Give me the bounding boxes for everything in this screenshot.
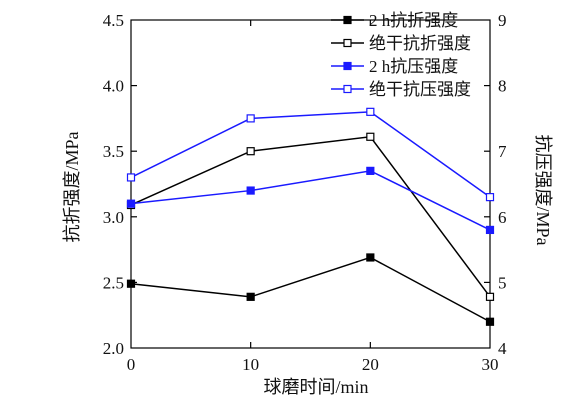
- y-left-tick-label: 4.0: [103, 77, 124, 96]
- series-4-point: [485, 193, 495, 202]
- x-tick-label: 20: [362, 355, 379, 374]
- legend-label-4: 绝干抗压强度: [369, 80, 471, 99]
- y-left-tick-label: 2.5: [103, 273, 124, 292]
- x-tick-label: 0: [127, 355, 136, 374]
- y-left-tick-label: 3.5: [103, 142, 124, 161]
- x-tick-label: 10: [242, 355, 259, 374]
- series-2-point: [485, 292, 495, 301]
- y-right-tick-label: 8: [498, 77, 507, 96]
- series-3-point: [126, 199, 136, 208]
- series-1-point: [485, 317, 495, 326]
- series-line-2: [130, 135, 491, 298]
- x-axis-title: 球磨时间/min: [263, 377, 368, 397]
- series-layer: [126, 107, 495, 326]
- series-4-point: [126, 173, 136, 182]
- legend-marker-1: [343, 15, 352, 25]
- legend-label-2: 绝干抗折强度: [369, 34, 471, 53]
- y-axis-left-title: 抗折强度/MPa: [62, 131, 82, 242]
- y-left-tick-label: 3.0: [103, 208, 124, 227]
- series-1-point: [366, 253, 375, 262]
- series-line-3: [130, 170, 491, 231]
- series-line-4: [130, 111, 491, 198]
- y-left-tick-label: 4.5: [103, 11, 124, 30]
- legend-label-3: 2 h抗压强度: [369, 57, 458, 76]
- series-3-point: [485, 225, 495, 235]
- y-left-tick-label: 2.0: [103, 339, 124, 358]
- plot-frame: [130, 19, 491, 349]
- series-3-point: [366, 166, 375, 175]
- legend-marker-4: [343, 84, 352, 94]
- x-tick-label: 30: [482, 355, 499, 374]
- y-axis-right-title: 抗压强度/MPa: [533, 134, 553, 245]
- legend-marker-3: [343, 61, 352, 71]
- series-4-point: [246, 114, 255, 123]
- series-1-point: [126, 279, 136, 288]
- legend-label-1: 2 h抗折强度: [369, 11, 458, 30]
- y-right-tick-label: 6: [498, 208, 507, 227]
- series-2-point: [366, 132, 375, 141]
- series-2-point: [246, 147, 255, 156]
- series-3-point: [246, 186, 255, 195]
- y-right-tick-label: 5: [498, 273, 507, 292]
- y-right-tick-label: 4: [498, 339, 507, 358]
- legend-marker-2: [343, 38, 352, 48]
- series-4-point: [366, 107, 375, 116]
- y-right-tick-label: 9: [498, 11, 507, 30]
- series-1-point: [246, 292, 255, 301]
- y-right-tick-label: 7: [498, 142, 507, 161]
- series-line-1: [130, 256, 491, 323]
- axes: 0 10 20 30 2.0 2.5 3.0 3.5 4.0 4.5 4 5 6 7 8 9: [103, 11, 507, 374]
